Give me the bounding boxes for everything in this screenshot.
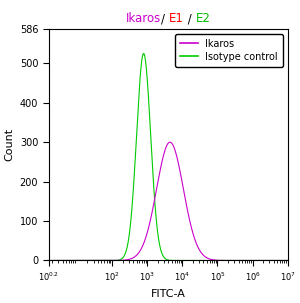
Text: E2: E2 xyxy=(196,12,210,25)
Legend: Ikaros, Isotype control: Ikaros, Isotype control xyxy=(176,34,283,67)
Text: Ikaros: Ikaros xyxy=(126,12,161,25)
Text: /: / xyxy=(184,12,196,25)
Text: E1: E1 xyxy=(169,12,184,25)
Text: /: / xyxy=(161,12,169,25)
X-axis label: FITC-A: FITC-A xyxy=(151,289,186,299)
Y-axis label: Count: Count xyxy=(4,128,14,161)
